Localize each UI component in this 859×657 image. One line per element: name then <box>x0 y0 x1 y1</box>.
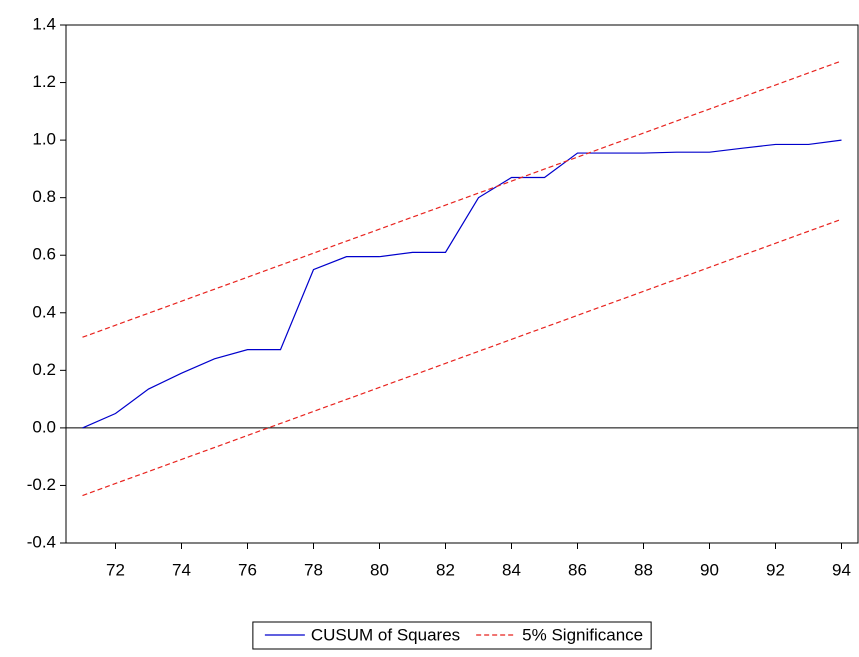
y-tick-label: 1.0 <box>32 130 56 149</box>
y-tick-label: -0.2 <box>27 475 56 494</box>
y-tick-label: 0.4 <box>32 302 56 321</box>
x-tick-label: 92 <box>766 560 785 579</box>
x-tick-label: 84 <box>502 560 521 579</box>
y-tick-label: 0.2 <box>32 360 56 379</box>
y-tick-label: 0.6 <box>32 245 56 264</box>
x-tick-label: 74 <box>172 560 191 579</box>
x-tick-label: 90 <box>700 560 719 579</box>
plot-frame <box>65 24 859 544</box>
legend-box <box>252 621 652 650</box>
x-tick-label: 86 <box>568 560 587 579</box>
x-tick-label: 82 <box>436 560 455 579</box>
y-tick-label: -0.4 <box>27 532 56 551</box>
series-line <box>82 139 842 429</box>
x-tick-label: 78 <box>304 560 323 579</box>
x-tick-label: 88 <box>634 560 653 579</box>
y-tick-label: 0.0 <box>32 417 56 436</box>
y-tick-label: 1.2 <box>32 72 56 91</box>
x-tick-label: 94 <box>832 560 851 579</box>
bound-line <box>82 218 842 497</box>
x-tick-label: 80 <box>370 560 389 579</box>
x-tick-label: 76 <box>238 560 257 579</box>
legend-label: 5% Significance <box>522 625 643 644</box>
legend: CUSUM of Squares 5% Significance <box>252 621 652 650</box>
bound-line <box>82 60 842 338</box>
y-tick-label: 0.8 <box>32 187 56 206</box>
legend-label: CUSUM of Squares <box>311 625 460 644</box>
x-tick-label: 72 <box>106 560 125 579</box>
y-tick-label: 1.4 <box>32 14 56 33</box>
